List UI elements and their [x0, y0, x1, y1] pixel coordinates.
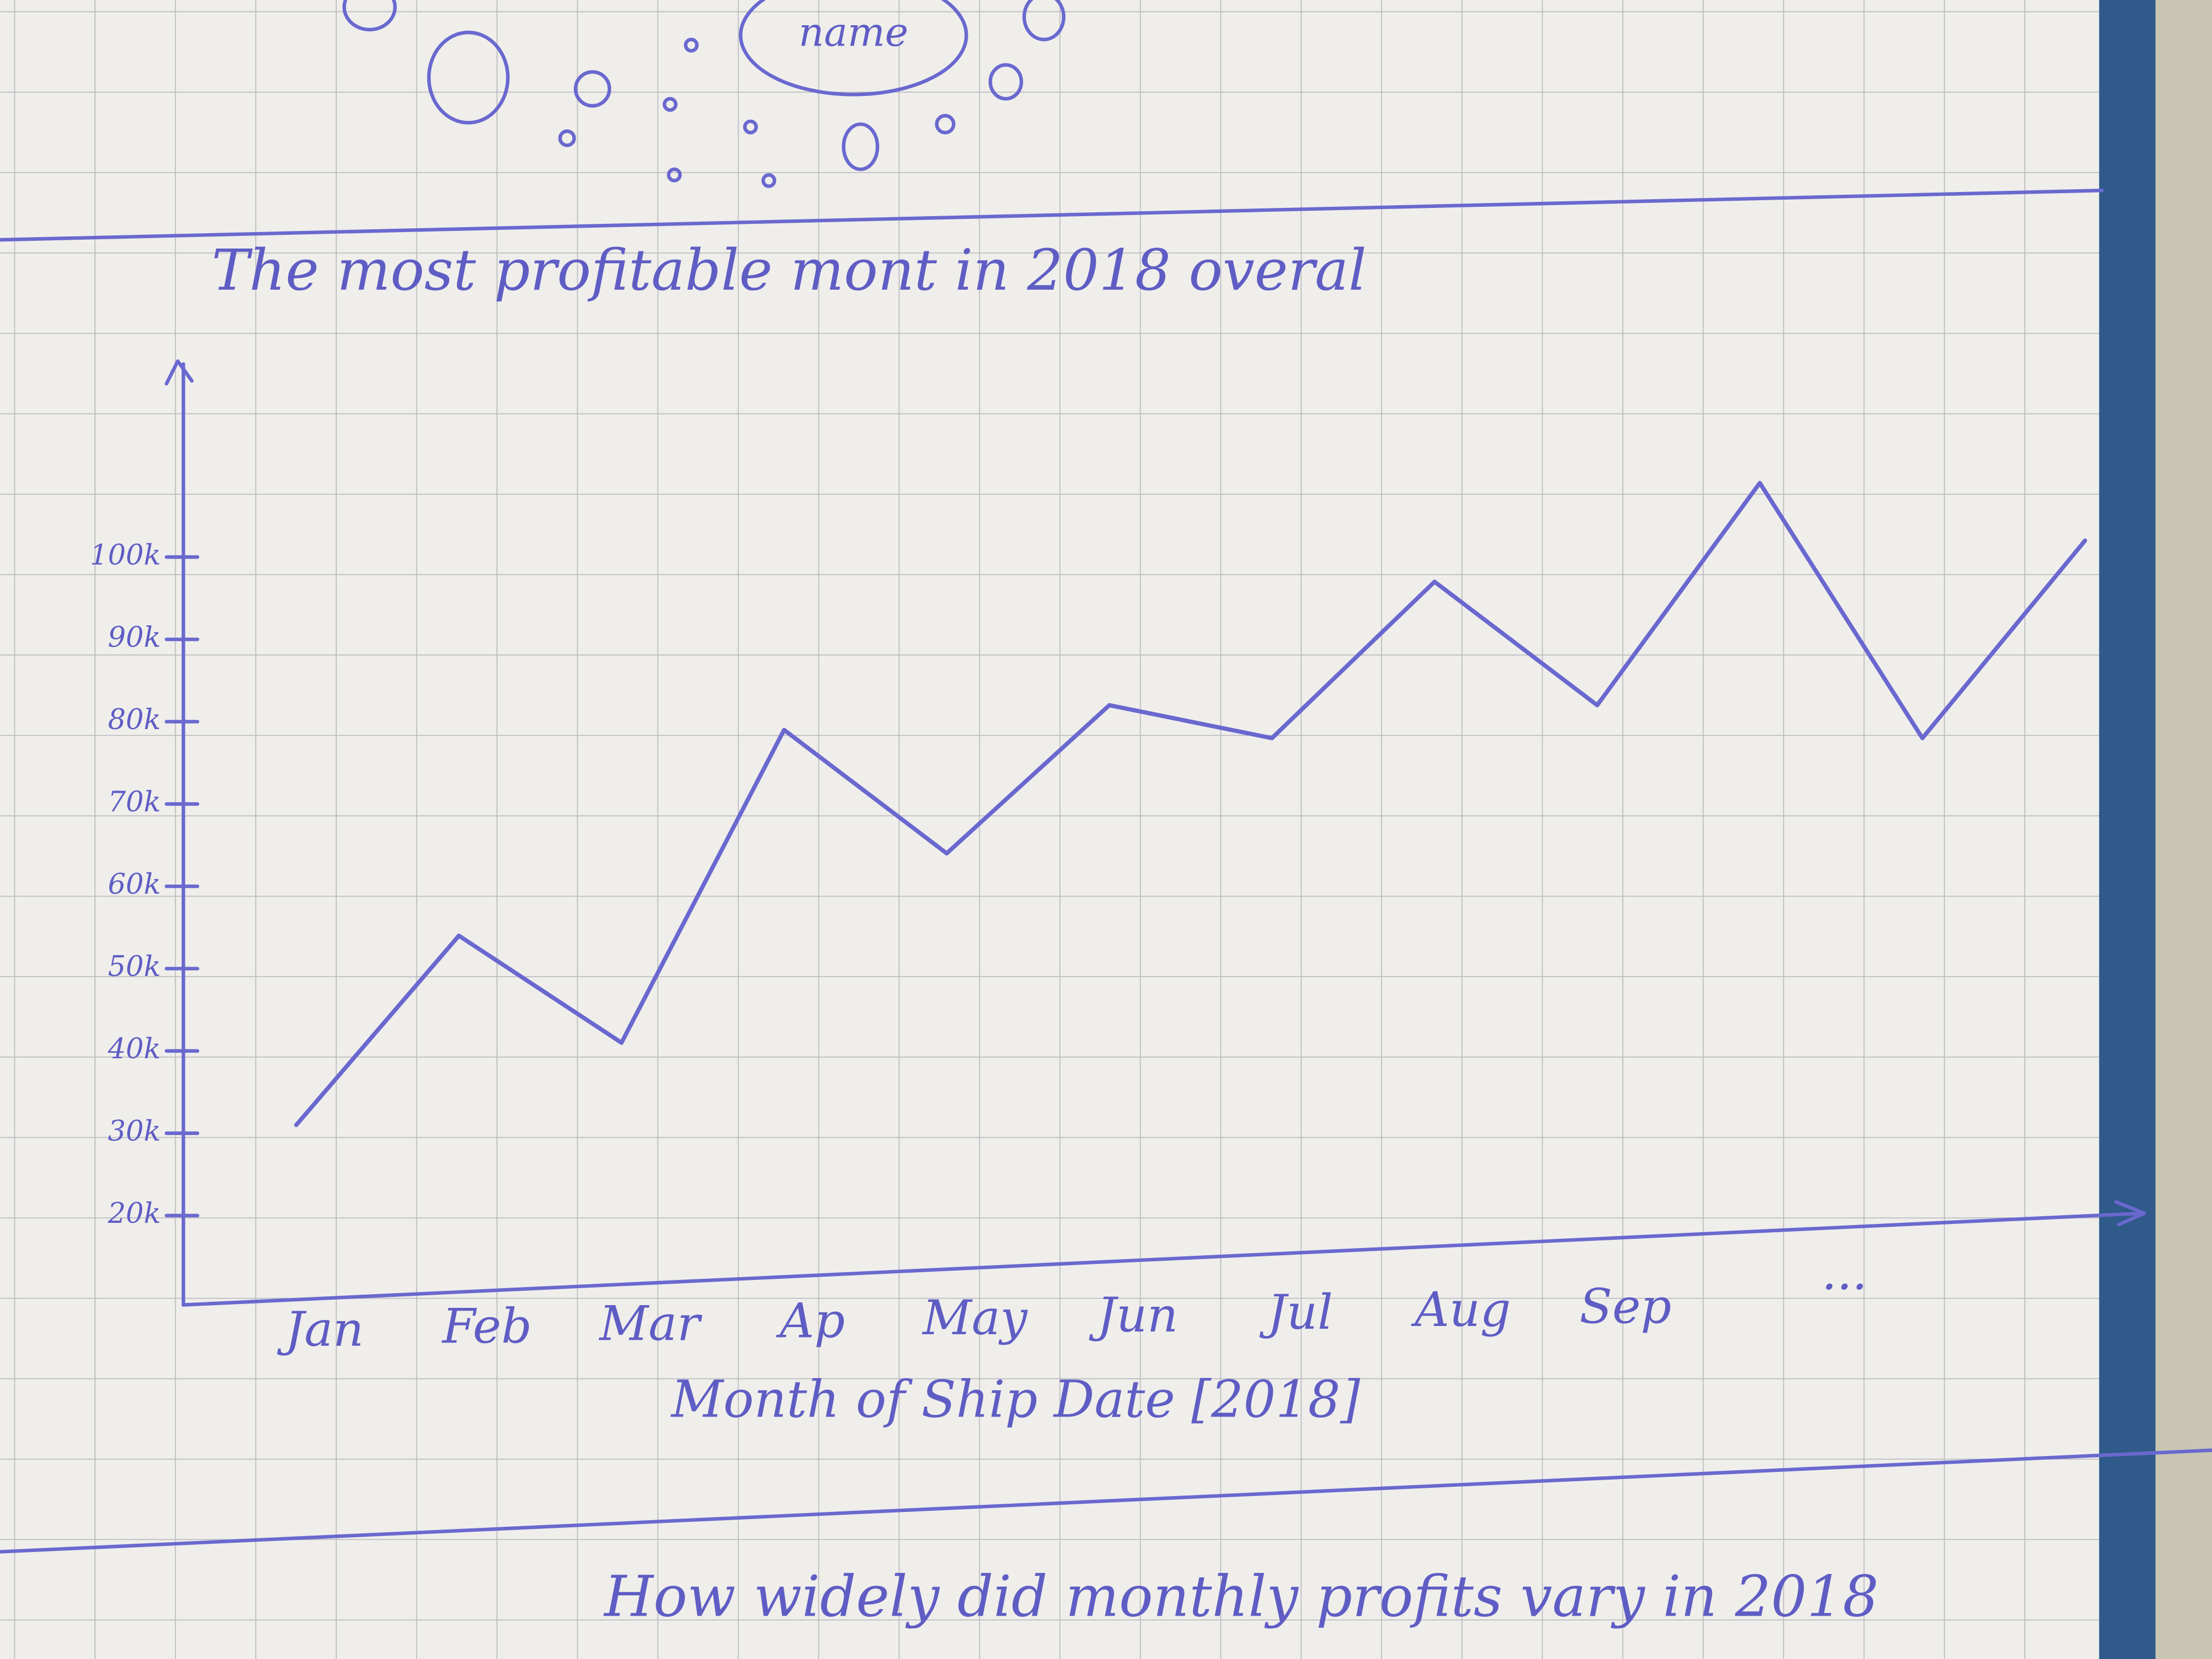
x-tick-label: Jun — [1089, 1287, 1178, 1343]
x-axis-arrow — [2114, 1200, 2146, 1227]
section-rule — [0, 1448, 2212, 1554]
bubble-label: name — [799, 9, 909, 55]
y-tick-label: 40k — [108, 1032, 161, 1065]
x-tick-label: Aug — [1411, 1282, 1511, 1338]
profit-line — [294, 481, 2087, 1127]
x-axis — [182, 1211, 2146, 1307]
x-tick-label: Jan — [277, 1301, 364, 1357]
background — [2155, 0, 2212, 1659]
y-tick-label: 100k — [90, 539, 161, 572]
y-tick-label: 20k — [108, 1197, 161, 1230]
y-tick-label: 50k — [108, 950, 161, 983]
x-tick-label: Ap — [776, 1293, 845, 1348]
x-tick-label: May — [922, 1290, 1029, 1346]
x-axis-label: Month of Ship Date [2018] — [670, 1369, 1361, 1429]
x-tick-label: Mar — [599, 1296, 703, 1352]
question: How widely did monthly profits vary in 2… — [603, 1564, 1878, 1629]
grid-paper — [0, 0, 2102, 1659]
notebook-cover-edge — [2099, 0, 2156, 1659]
x-tick-label: Sep — [1579, 1279, 1672, 1335]
x-annotation: ... — [1821, 1245, 1867, 1301]
x-tick-label: Jul — [1259, 1284, 1333, 1340]
y-axis-arrow — [165, 359, 194, 386]
y-tick-label: 30k — [108, 1115, 161, 1148]
x-tick-label: Feb — [441, 1299, 532, 1355]
section-rule — [0, 188, 2104, 242]
y-tick-label: 80k — [108, 703, 161, 736]
y-tick-label: 70k — [108, 786, 161, 819]
chart-title: The most profitable mont in 2018 overal — [212, 238, 1367, 303]
sketch-bubbles — [342, 0, 1066, 188]
y-tick-label: 60k — [108, 868, 161, 901]
y-tick-label: 90k — [108, 621, 161, 654]
